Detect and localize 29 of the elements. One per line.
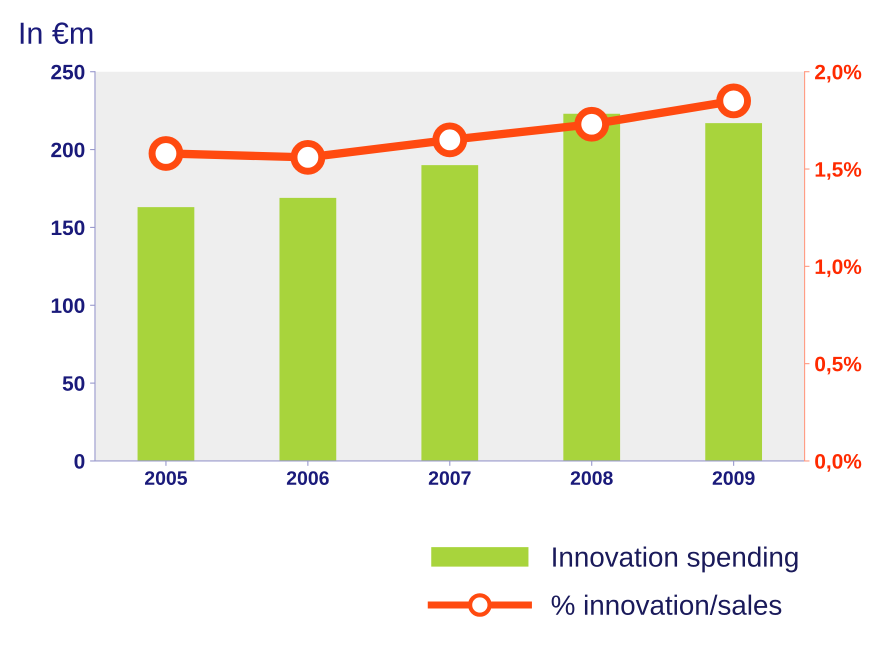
x-tick-label: 2008 bbox=[570, 471, 613, 485]
y-tick-label: 150 bbox=[52, 220, 84, 236]
point bbox=[148, 136, 184, 171]
y-tick-label: 0 bbox=[74, 454, 84, 469]
x-tick-label: 2007 bbox=[428, 471, 471, 485]
x-tick-label: 2005 bbox=[144, 471, 188, 485]
x-tick-label: 2006 bbox=[286, 471, 329, 485]
y-tick-label: 200 bbox=[51, 142, 84, 158]
y2-tick-label: 0,0% bbox=[815, 454, 862, 472]
legend-label: Innovation spending bbox=[553, 546, 798, 572]
x-tick-label: 2009 bbox=[712, 471, 755, 485]
bar bbox=[421, 165, 478, 461]
y2-tick-label: 1,0% bbox=[816, 259, 862, 278]
y-axis-title: In €m bbox=[20, 22, 92, 44]
bar bbox=[138, 207, 194, 461]
y-tick-label: 50 bbox=[62, 376, 84, 391]
point bbox=[432, 122, 468, 158]
y-tick-label: 250 bbox=[51, 64, 84, 80]
y2-tick-label: 2,0% bbox=[815, 64, 862, 82]
point bbox=[574, 106, 610, 142]
y-tick-label: 100 bbox=[52, 298, 84, 314]
bar bbox=[563, 114, 620, 461]
bar bbox=[705, 123, 762, 461]
bar bbox=[279, 198, 336, 461]
y2-tick-label: 1,5% bbox=[816, 162, 862, 180]
legend-label: % innovation/sales bbox=[552, 594, 782, 615]
point bbox=[290, 140, 326, 175]
point bbox=[716, 84, 752, 118]
y2-tick-label: 0,5% bbox=[815, 356, 862, 374]
